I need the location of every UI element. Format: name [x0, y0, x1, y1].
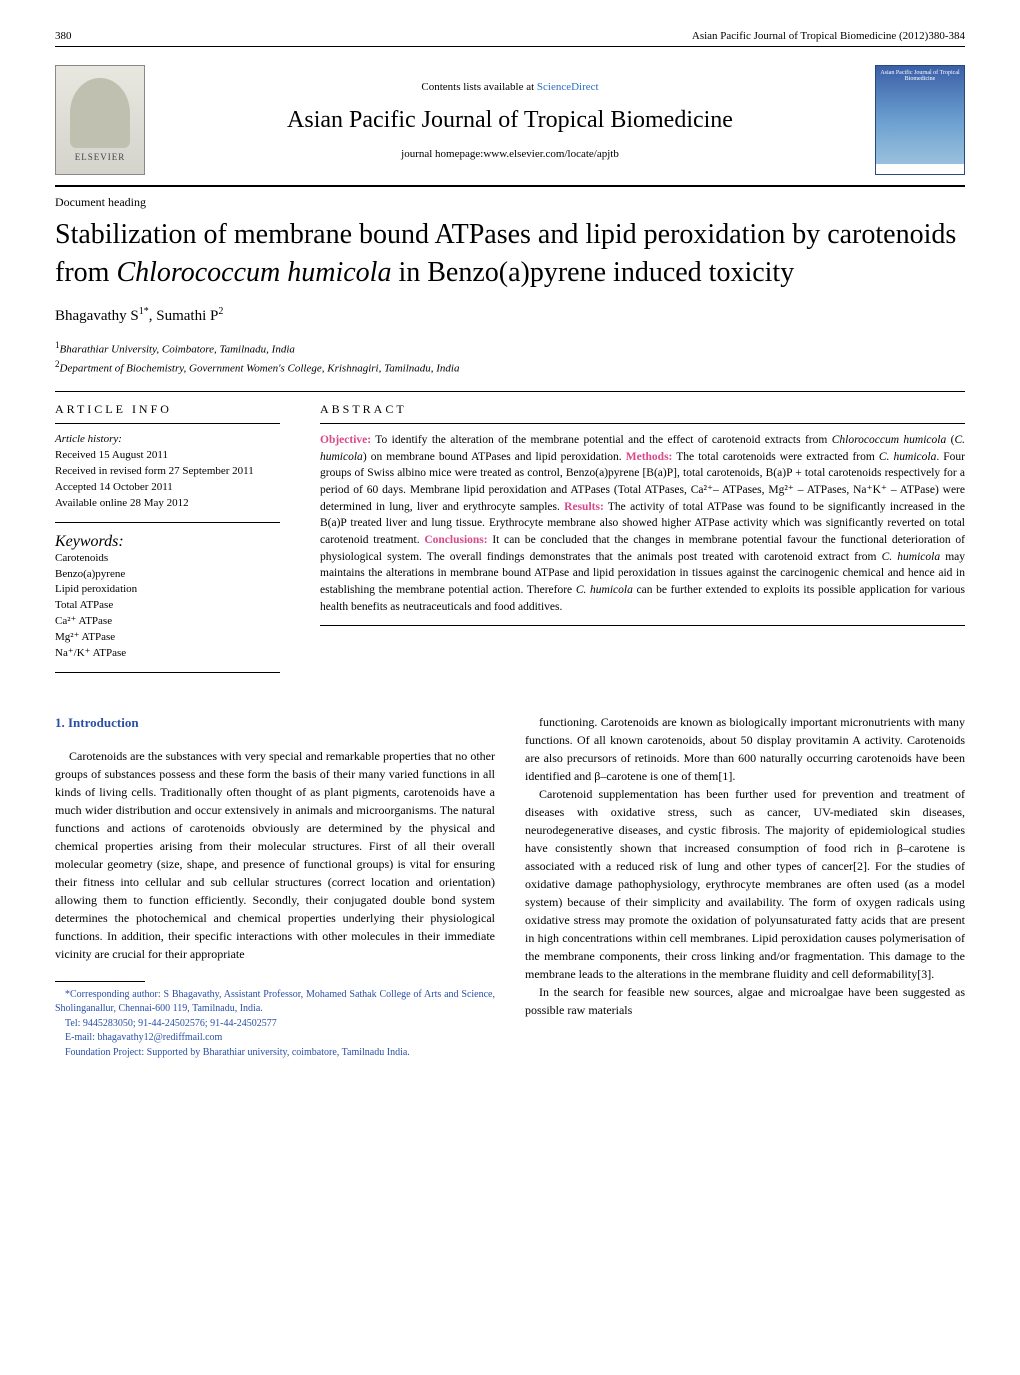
- elsevier-tree-icon: [70, 78, 130, 148]
- contents-line: Contents lists available at ScienceDirec…: [160, 81, 860, 93]
- body-paragraph: Carotenoid supplementation has been furt…: [525, 785, 965, 983]
- document-heading-label: Document heading: [55, 195, 965, 210]
- keyword-item: Mg²⁺ ATPase: [55, 630, 280, 646]
- footnote-line: Foundation Project: Supported by Bharath…: [55, 1046, 495, 1061]
- footnote-separator: [55, 981, 145, 982]
- abstract-text: Objective: To identify the alteration of…: [320, 432, 965, 626]
- journal-header: ELSEVIER Contents lists available at Sci…: [55, 65, 965, 187]
- history-line: Received 15 August 2011: [55, 448, 280, 464]
- article-title: Stabilization of membrane bound ATPases …: [55, 216, 965, 292]
- body-columns: 1. Introduction Carotenoids are the subs…: [55, 713, 965, 1060]
- affiliations: 1Bharathiar University, Coimbatore, Tami…: [55, 339, 965, 377]
- sciencedirect-link[interactable]: ScienceDirect: [537, 81, 599, 93]
- keyword-item: Benzo(a)pyrene: [55, 567, 280, 583]
- keyword-item: Carotenoids: [55, 551, 280, 567]
- journal-cover-thumbnail: Asian Pacific Journal of Tropical Biomed…: [875, 65, 965, 175]
- body-paragraph: In the search for feasible new sources, …: [525, 983, 965, 1019]
- homepage-prefix: journal homepage:: [401, 148, 483, 160]
- footnote-line: E-mail: bhagavathy12@rediffmail.com: [55, 1031, 495, 1046]
- elsevier-logo: ELSEVIER: [55, 65, 145, 175]
- keywords-label: Keywords:: [55, 533, 280, 551]
- body-paragraph: Carotenoids are the substances with very…: [55, 747, 495, 963]
- page-number: 380: [55, 30, 72, 42]
- contents-prefix: Contents lists available at: [421, 81, 536, 93]
- history-label: Article history:: [55, 432, 280, 448]
- keyword-item: Na⁺/K⁺ ATPase: [55, 646, 280, 662]
- column-right: functioning. Carotenoids are known as bi…: [525, 713, 965, 1060]
- keyword-item: Total ATPase: [55, 598, 280, 614]
- column-left: 1. Introduction Carotenoids are the subs…: [55, 713, 495, 1060]
- affiliation-line: 2Department of Biochemistry, Government …: [55, 358, 965, 377]
- history-line: Received in revised form 27 September 20…: [55, 464, 280, 480]
- homepage-url[interactable]: www.elsevier.com/locate/apjtb: [483, 148, 619, 160]
- footnotes: *Corresponding author: S Bhagavathy, Ass…: [55, 988, 495, 1061]
- affiliation-line: 1Bharathiar University, Coimbatore, Tami…: [55, 339, 965, 358]
- journal-name: Asian Pacific Journal of Tropical Biomed…: [160, 107, 860, 134]
- keyword-item: Lipid peroxidation: [55, 582, 280, 598]
- article-info-heading: ARTICLE INFO: [55, 402, 280, 424]
- footnote-line: *Corresponding author: S Bhagavathy, Ass…: [55, 988, 495, 1017]
- journal-homepage: journal homepage:www.elsevier.com/locate…: [160, 148, 860, 160]
- footnote-line: Tel: 9445283050; 91-44-24502576; 91-44-2…: [55, 1017, 495, 1032]
- elsevier-label: ELSEVIER: [75, 152, 126, 162]
- article-info-panel: ARTICLE INFO Article history: Received 1…: [55, 402, 280, 673]
- cover-title: Asian Pacific Journal of Tropical Biomed…: [876, 66, 964, 86]
- body-paragraph: functioning. Carotenoids are known as bi…: [525, 713, 965, 785]
- history-line: Available online 28 May 2012: [55, 496, 280, 512]
- running-head: Asian Pacific Journal of Tropical Biomed…: [692, 30, 965, 42]
- keywords-block: Keywords: CarotenoidsBenzo(a)pyreneLipid…: [55, 533, 280, 674]
- authors: Bhagavathy S1*, Sumathi P2: [55, 306, 965, 325]
- keyword-item: Ca²⁺ ATPase: [55, 614, 280, 630]
- article-history-block: Article history: Received 15 August 2011…: [55, 432, 280, 523]
- abstract-heading: ABSTRACT: [320, 402, 965, 424]
- section-heading-introduction: 1. Introduction: [55, 713, 495, 733]
- history-line: Accepted 14 October 2011: [55, 480, 280, 496]
- abstract-panel: ABSTRACT Objective: To identify the alte…: [320, 402, 965, 673]
